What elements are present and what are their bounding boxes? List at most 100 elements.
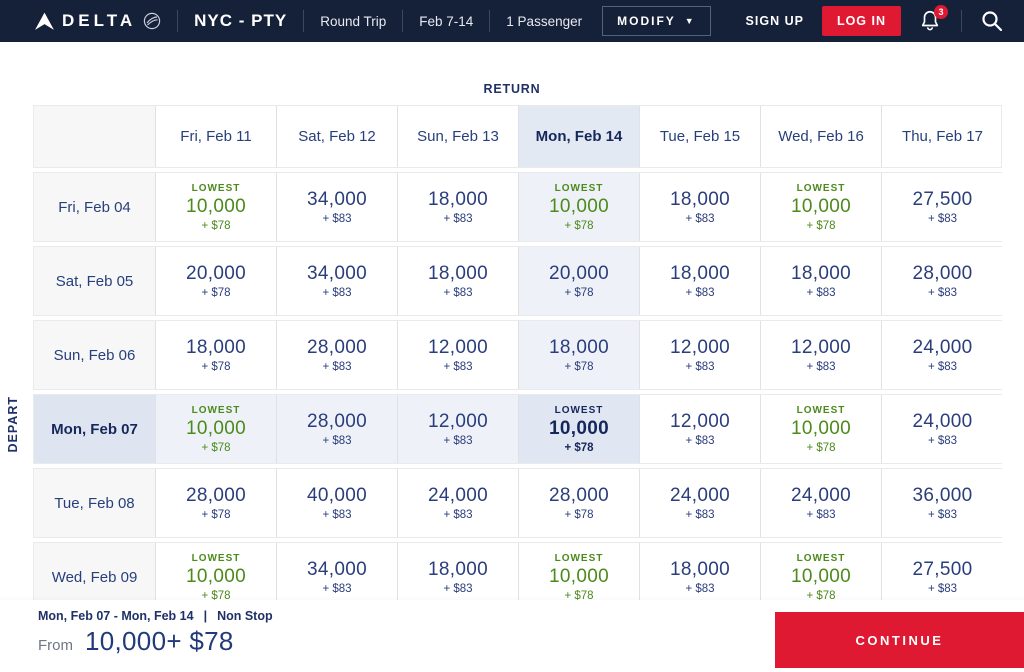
miles-value: 24,000: [791, 485, 851, 506]
fare-cell[interactable]: 18,000 + $83: [398, 247, 519, 315]
fare-cell[interactable]: 18,000 + $83: [761, 247, 882, 315]
cash-value: + $83: [927, 583, 958, 595]
lowest-tag: LOWEST: [796, 404, 846, 416]
fare-cell[interactable]: LOWEST 10,000 + $78: [761, 395, 882, 463]
cash-value: + $83: [443, 287, 473, 299]
cash-value: + $83: [322, 361, 352, 373]
nav-left-group: DELTA NYC - PTY Round Trip Feb 7-14 1 Pa…: [34, 6, 711, 36]
delta-widget-icon: [35, 12, 54, 30]
trip-type-label[interactable]: Round Trip: [320, 13, 387, 29]
miles-value: 18,000: [428, 559, 488, 580]
fare-cell[interactable]: 34,000 + $83: [277, 543, 398, 611]
miles-value: 28,000: [912, 263, 973, 284]
miles-value: 24,000: [670, 485, 730, 506]
delta-logo[interactable]: DELTA: [34, 11, 161, 31]
cash-value: + $78: [564, 589, 594, 602]
fare-cell[interactable]: 18,000 + $83: [640, 543, 761, 611]
return-date-header: Thu, Feb 17: [902, 128, 983, 145]
fare-cell[interactable]: 20,000 + $78: [156, 247, 277, 315]
passenger-count-label[interactable]: 1 Passenger: [506, 13, 583, 29]
miles-value: 10,000: [791, 565, 851, 587]
continue-button[interactable]: CONTINUE: [775, 612, 1024, 668]
chevron-down-icon: ▼: [684, 16, 696, 26]
miles-value: 28,000: [549, 485, 609, 506]
fare-cell[interactable]: 20,000 + $78: [519, 247, 640, 315]
modify-button[interactable]: MODIFY ▼: [602, 6, 711, 36]
fare-cell[interactable]: 28,000 + $83: [882, 247, 1003, 315]
miles-value: 12,000: [791, 337, 851, 358]
return-axis-label: RETURN: [483, 82, 541, 96]
search-icon[interactable]: [980, 9, 1004, 33]
fare-cell[interactable]: LOWEST 10,000 + $78: [761, 543, 882, 611]
miles-value: 24,000: [912, 337, 973, 358]
fare-cell[interactable]: 34,000 + $83: [277, 247, 398, 315]
return-date-header: Wed, Feb 16: [761, 106, 882, 167]
nav-right-group: SIGN UP LOG IN 3: [745, 5, 1004, 36]
fare-cell[interactable]: 24,000 + $83: [761, 469, 882, 537]
fare-cell[interactable]: LOWEST 10,000 + $78: [156, 543, 277, 611]
miles-value: 18,000: [670, 559, 730, 580]
fare-cell[interactable]: 18,000 + $78: [519, 321, 640, 389]
depart-date-header: Sun, Feb 06: [34, 321, 156, 389]
fare-cell[interactable]: 24,000 + $83: [882, 321, 1003, 389]
fare-cell[interactable]: LOWEST 10,000 + $78: [761, 173, 882, 241]
cash-value: + $78: [201, 441, 231, 454]
miles-value: 27,500: [912, 559, 973, 580]
miles-value: 10,000: [791, 195, 851, 217]
fare-cell[interactable]: 36,000 + $83: [882, 469, 1003, 537]
trip-dates-label[interactable]: Feb 7-14: [419, 13, 474, 29]
fare-cell[interactable]: 28,000 + $83: [277, 395, 398, 463]
return-date-header: Sat, Feb 12: [277, 106, 398, 167]
fare-cell[interactable]: 18,000 + $83: [398, 543, 519, 611]
notifications-bell-icon[interactable]: 3: [919, 5, 948, 34]
fare-cell[interactable]: 12,000 + $83: [398, 395, 519, 463]
corner-cell: [34, 106, 156, 167]
from-label: From: [38, 637, 73, 654]
cash-value: + $78: [564, 509, 594, 521]
miles-value: 40,000: [307, 485, 367, 506]
cash-value: + $78: [806, 219, 836, 232]
cash-value: + $78: [564, 219, 594, 232]
fare-cell[interactable]: 12,000 + $83: [398, 321, 519, 389]
summary-separator: |: [203, 609, 208, 623]
fare-cell[interactable]: LOWEST 10,000 + $78: [156, 395, 277, 463]
fare-cell[interactable]: 28,000 + $83: [277, 321, 398, 389]
miles-value: 18,000: [670, 263, 730, 284]
fare-cell[interactable]: 24,000 + $83: [882, 395, 1003, 463]
fare-cell[interactable]: 18,000 + $78: [156, 321, 277, 389]
cash-value: + $83: [322, 435, 352, 447]
route-label[interactable]: NYC - PTY: [194, 11, 288, 30]
calendar-header-row: Fri, Feb 11 Sat, Feb 12 Sun, Feb 13 Mon, Fe…: [33, 105, 1002, 168]
sign-up-link[interactable]: SIGN UP: [745, 14, 804, 28]
log-in-button[interactable]: LOG IN: [821, 6, 901, 36]
fare-cell[interactable]: 18,000 + $83: [640, 247, 761, 315]
fare-cell[interactable]: 28,000 + $78: [519, 469, 640, 537]
return-date-header: Tue, Feb 15: [640, 106, 761, 167]
fare-cell[interactable]: LOWEST 10,000 + $78: [156, 173, 277, 241]
fare-cell[interactable]: 18,000 + $83: [398, 173, 519, 241]
fare-cell[interactable]: LOWEST 10,000 + $78: [519, 395, 640, 463]
fare-cell[interactable]: 12,000 + $83: [640, 321, 761, 389]
fare-cell[interactable]: 12,000 + $83: [640, 395, 761, 463]
fare-cell[interactable]: 24,000 + $83: [640, 469, 761, 537]
lowest-tag: LOWEST: [191, 182, 241, 194]
calendar-row: Mon, Feb 07 LOWEST 10,000 + $78 28,000 + $83 1…: [33, 394, 1003, 464]
fare-cell[interactable]: 27,500 + $83: [882, 173, 1003, 241]
cash-value: + $83: [685, 435, 715, 447]
fare-cell[interactable]: 12,000 + $83: [761, 321, 882, 389]
fare-cell[interactable]: 34,000 + $83: [277, 173, 398, 241]
cash-value: + $83: [806, 361, 836, 373]
miles-value: 20,000: [186, 263, 246, 284]
miles-value: 18,000: [549, 337, 609, 358]
fare-cell[interactable]: 18,000 + $83: [640, 173, 761, 241]
miles-value: 34,000: [307, 263, 367, 284]
fare-cell[interactable]: LOWEST 10,000 + $78: [519, 173, 640, 241]
fare-cell[interactable]: 27,500 + $83: [882, 543, 1003, 611]
fare-cell[interactable]: LOWEST 10,000 + $78: [519, 543, 640, 611]
depart-date-header: Tue, Feb 08: [34, 469, 156, 537]
lowest-tag: LOWEST: [554, 552, 604, 564]
cash-value: + $83: [685, 287, 715, 299]
fare-cell[interactable]: 24,000 + $83: [398, 469, 519, 537]
fare-cell[interactable]: 40,000 + $83: [277, 469, 398, 537]
fare-cell[interactable]: 28,000 + $78: [156, 469, 277, 537]
